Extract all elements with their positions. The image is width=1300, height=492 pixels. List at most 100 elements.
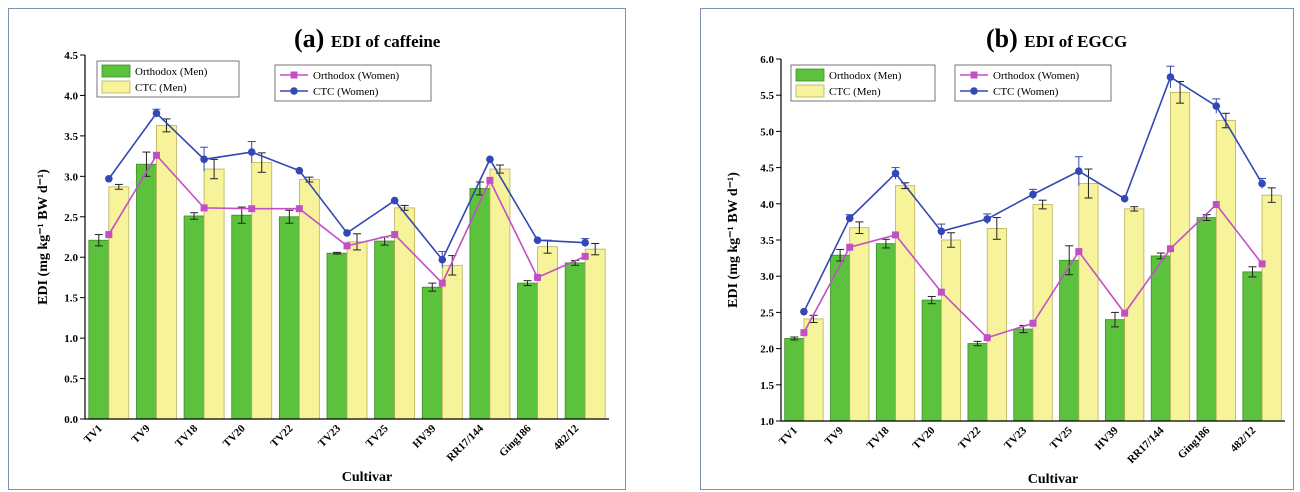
chart-b-bar [1170, 91, 1191, 422]
chart-a-ytick-label: 2.5 [64, 212, 78, 224]
chart-b-legend-lines-box [954, 64, 1112, 102]
chart-a-legend-marker [290, 71, 298, 79]
chart-a-point-square [200, 204, 208, 212]
chart-a-point-square [152, 151, 160, 159]
chart-a-bar [108, 186, 130, 420]
chart-a-bar [394, 207, 416, 420]
chart-b-ytick-label: 4.0 [760, 199, 774, 211]
chart-b-bar [940, 239, 962, 422]
chart-b-legend-label: CTC (Women) [993, 86, 1059, 98]
chart-b-bar [849, 227, 870, 422]
chart-b-point-circle [845, 214, 854, 223]
chart-a-point-circle [343, 229, 351, 237]
chart-b-ytick-label: 6.0 [760, 54, 774, 66]
chart-a-category-label: TV20 [221, 422, 248, 449]
chart-b-panel-letter: (b) [986, 24, 1024, 53]
chart-a-bar [251, 162, 273, 420]
chart-a-point-square [391, 231, 399, 239]
chart-b-ytick-label: 4.5 [760, 163, 774, 175]
chart-a-bar [346, 241, 368, 420]
chart-b-ytick-label: 5.0 [760, 126, 774, 138]
chart-a-point-circle [438, 255, 447, 264]
chart-a-ytick-label: 0.0 [64, 414, 78, 426]
chart-b-category-label: TV23 [1002, 424, 1029, 451]
chart-a-point-circle [486, 155, 494, 164]
chart-b-legend-label: CTC (Men) [829, 86, 881, 98]
chart-b-point-square [1212, 201, 1220, 209]
chart-a-category-label: TV23 [316, 422, 343, 449]
chart-a-bar [278, 216, 300, 420]
chart-a-point-circle [152, 109, 161, 118]
chart-b-bar [784, 338, 805, 422]
chart-a-point-square [438, 279, 446, 287]
chart-b-point-circle [891, 169, 900, 178]
chart-a-bar [231, 214, 253, 420]
chart-a-category-label: RR17/144 [445, 422, 487, 464]
chart-a-bar [374, 240, 396, 420]
chart-b-bar [830, 254, 851, 422]
chart-a-point-square [295, 205, 303, 213]
chart-a-point-circle [295, 166, 304, 175]
chart-a-category-label: HV39 [410, 422, 438, 450]
chart-b-category-label: TV25 [1048, 424, 1075, 451]
chart-b-title: (b) EDI of EGCG [986, 24, 1127, 53]
chart-b-point-square [1029, 319, 1037, 327]
chart-b-category-label: TV22 [956, 424, 983, 451]
chart-b-bar [1215, 120, 1236, 422]
chart-a-series-line [108, 112, 586, 262]
chart-a-bar [517, 282, 538, 420]
chart-b-category-label: HV39 [1093, 424, 1121, 452]
chart-b-bar [1196, 217, 1217, 422]
chart-b-ytick-label: 3.0 [760, 271, 774, 283]
chart-a-ytick-label: 1.5 [64, 293, 78, 305]
chart-a-legend-label: CTC (Women) [313, 86, 379, 98]
chart-b-point-square [1166, 245, 1174, 253]
chart-a-point-square [105, 231, 113, 239]
chart-b-point-circle [937, 227, 946, 236]
chart-b-bar [1078, 183, 1099, 422]
chart-b-category-label: TV20 [910, 424, 937, 451]
chart-a-bar [441, 264, 463, 420]
chart-a-bar [469, 188, 491, 420]
chart-b-title-text: EDI of EGCG [1024, 32, 1127, 51]
chart-b-legend-swatch [795, 68, 825, 82]
chart-b-bar [895, 185, 916, 422]
chart-b-point-circle [983, 215, 991, 223]
chart-a-category-label: TV25 [364, 422, 391, 449]
chart-b-bar [1150, 255, 1171, 422]
chart-b-y-axis-label: EDI (mg kg⁻¹ BW d⁻¹) [726, 172, 741, 308]
chart-b-bar [1242, 271, 1263, 422]
chart-a-ytick-label: 1.0 [64, 333, 78, 345]
chart-b-bar [986, 228, 1007, 422]
chart-a-bar [136, 163, 157, 420]
chart-b-bar [1261, 194, 1282, 422]
chart-b-point-square [800, 329, 808, 337]
chart-b-category-label: Ging186 [1176, 424, 1213, 461]
chart-a-bar [326, 252, 348, 420]
chart-b-legend-label: Orthodox (Women) [993, 70, 1080, 82]
chart-b-category-label: RR17/144 [1125, 424, 1167, 466]
chart-a-point-circle [581, 238, 589, 247]
chart-b-point-circle [800, 307, 808, 316]
chart-a-ytick-label: 4.5 [64, 50, 78, 62]
chart-a-category-label: TV9 [129, 422, 153, 446]
chart-b-point-square [846, 243, 854, 251]
chart-b-bar [1104, 319, 1126, 422]
chart-b-point-square [937, 288, 945, 296]
chart-b-legend-marker [970, 87, 978, 95]
chart-a-legend-swatch [101, 80, 131, 94]
chart-a-bar [183, 215, 205, 420]
chart-a-bar [584, 248, 606, 420]
chart-a-legend-marker [290, 87, 298, 95]
chart-a-bar [489, 168, 511, 420]
chart-a-point-circle [105, 174, 113, 183]
chart-b-point-circle [1029, 190, 1037, 199]
chart-b-point-square [1075, 248, 1083, 256]
chart-b-point-square [1121, 309, 1129, 317]
chart-a-bar [564, 262, 586, 420]
chart-b-bar [967, 343, 988, 422]
chart-b-ytick-label: 1.0 [760, 416, 774, 428]
chart-a-ytick-label: 3.0 [64, 171, 78, 183]
chart-a-point-circle [533, 236, 542, 245]
chart-a-ytick-label: 3.5 [64, 131, 78, 143]
